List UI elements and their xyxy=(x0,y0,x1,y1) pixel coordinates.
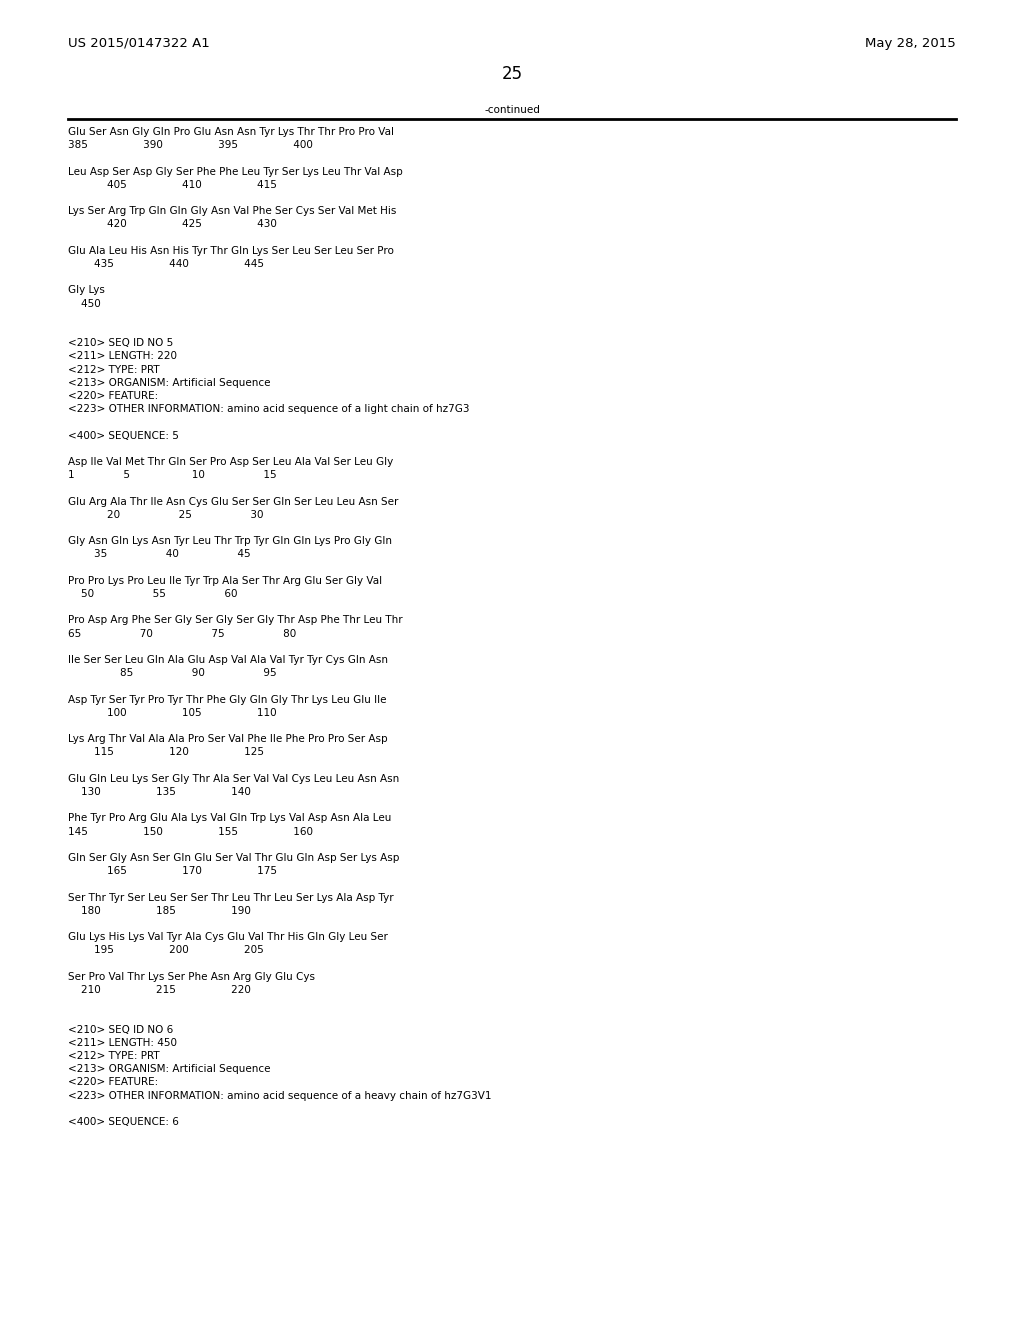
Text: <213> ORGANISM: Artificial Sequence: <213> ORGANISM: Artificial Sequence xyxy=(68,378,270,388)
Text: Ser Pro Val Thr Lys Ser Phe Asn Arg Gly Glu Cys: Ser Pro Val Thr Lys Ser Phe Asn Arg Gly … xyxy=(68,972,315,982)
Text: Lys Arg Thr Val Ala Ala Pro Ser Val Phe Ile Phe Pro Pro Ser Asp: Lys Arg Thr Val Ala Ala Pro Ser Val Phe … xyxy=(68,734,388,744)
Text: 165                 170                 175: 165 170 175 xyxy=(68,866,278,876)
Text: <220> FEATURE:: <220> FEATURE: xyxy=(68,1077,159,1088)
Text: 450: 450 xyxy=(68,298,100,309)
Text: 145                 150                 155                 160: 145 150 155 160 xyxy=(68,826,313,837)
Text: May 28, 2015: May 28, 2015 xyxy=(865,37,956,50)
Text: 100                 105                 110: 100 105 110 xyxy=(68,708,276,718)
Text: 35                  40                  45: 35 40 45 xyxy=(68,549,251,560)
Text: <223> OTHER INFORMATION: amino acid sequence of a heavy chain of hz7G3V1: <223> OTHER INFORMATION: amino acid sequ… xyxy=(68,1090,492,1101)
Text: 420                 425                 430: 420 425 430 xyxy=(68,219,276,230)
Text: Pro Asp Arg Phe Ser Gly Ser Gly Ser Gly Thr Asp Phe Thr Leu Thr: Pro Asp Arg Phe Ser Gly Ser Gly Ser Gly … xyxy=(68,615,402,626)
Text: 385                 390                 395                 400: 385 390 395 400 xyxy=(68,140,313,150)
Text: <220> FEATURE:: <220> FEATURE: xyxy=(68,391,159,401)
Text: <400> SEQUENCE: 6: <400> SEQUENCE: 6 xyxy=(68,1117,179,1127)
Text: Phe Tyr Pro Arg Glu Ala Lys Val Gln Trp Lys Val Asp Asn Ala Leu: Phe Tyr Pro Arg Glu Ala Lys Val Gln Trp … xyxy=(68,813,391,824)
Text: 50                  55                  60: 50 55 60 xyxy=(68,589,238,599)
Text: 25: 25 xyxy=(502,65,522,83)
Text: 1               5                   10                  15: 1 5 10 15 xyxy=(68,470,276,480)
Text: Leu Asp Ser Asp Gly Ser Phe Phe Leu Tyr Ser Lys Leu Thr Val Asp: Leu Asp Ser Asp Gly Ser Phe Phe Leu Tyr … xyxy=(68,166,402,177)
Text: Asp Ile Val Met Thr Gln Ser Pro Asp Ser Leu Ala Val Ser Leu Gly: Asp Ile Val Met Thr Gln Ser Pro Asp Ser … xyxy=(68,457,393,467)
Text: Glu Lys His Lys Val Tyr Ala Cys Glu Val Thr His Gln Gly Leu Ser: Glu Lys His Lys Val Tyr Ala Cys Glu Val … xyxy=(68,932,388,942)
Text: 130                 135                 140: 130 135 140 xyxy=(68,787,251,797)
Text: Glu Gln Leu Lys Ser Gly Thr Ala Ser Val Val Cys Leu Leu Asn Asn: Glu Gln Leu Lys Ser Gly Thr Ala Ser Val … xyxy=(68,774,399,784)
Text: <213> ORGANISM: Artificial Sequence: <213> ORGANISM: Artificial Sequence xyxy=(68,1064,270,1074)
Text: 405                 410                 415: 405 410 415 xyxy=(68,180,276,190)
Text: Gly Lys: Gly Lys xyxy=(68,285,104,296)
Text: 180                 185                 190: 180 185 190 xyxy=(68,906,251,916)
Text: -continued: -continued xyxy=(484,106,540,115)
Text: Lys Ser Arg Trp Gln Gln Gly Asn Val Phe Ser Cys Ser Val Met His: Lys Ser Arg Trp Gln Gln Gly Asn Val Phe … xyxy=(68,206,396,216)
Text: 210                 215                 220: 210 215 220 xyxy=(68,985,251,995)
Text: 85                  90                  95: 85 90 95 xyxy=(68,668,276,678)
Text: <211> LENGTH: 450: <211> LENGTH: 450 xyxy=(68,1038,177,1048)
Text: Ile Ser Ser Leu Gln Ala Glu Asp Val Ala Val Tyr Tyr Cys Gln Asn: Ile Ser Ser Leu Gln Ala Glu Asp Val Ala … xyxy=(68,655,388,665)
Text: <212> TYPE: PRT: <212> TYPE: PRT xyxy=(68,1051,160,1061)
Text: Pro Pro Lys Pro Leu Ile Tyr Trp Ala Ser Thr Arg Glu Ser Gly Val: Pro Pro Lys Pro Leu Ile Tyr Trp Ala Ser … xyxy=(68,576,382,586)
Text: Glu Ser Asn Gly Gln Pro Glu Asn Asn Tyr Lys Thr Thr Pro Pro Val: Glu Ser Asn Gly Gln Pro Glu Asn Asn Tyr … xyxy=(68,127,394,137)
Text: 115                 120                 125: 115 120 125 xyxy=(68,747,264,758)
Text: US 2015/0147322 A1: US 2015/0147322 A1 xyxy=(68,37,210,50)
Text: <210> SEQ ID NO 5: <210> SEQ ID NO 5 xyxy=(68,338,173,348)
Text: <211> LENGTH: 220: <211> LENGTH: 220 xyxy=(68,351,177,362)
Text: Gly Asn Gln Lys Asn Tyr Leu Thr Trp Tyr Gln Gln Lys Pro Gly Gln: Gly Asn Gln Lys Asn Tyr Leu Thr Trp Tyr … xyxy=(68,536,392,546)
Text: 195                 200                 205: 195 200 205 xyxy=(68,945,264,956)
Text: Gln Ser Gly Asn Ser Gln Glu Ser Val Thr Glu Gln Asp Ser Lys Asp: Gln Ser Gly Asn Ser Gln Glu Ser Val Thr … xyxy=(68,853,399,863)
Text: Asp Tyr Ser Tyr Pro Tyr Thr Phe Gly Gln Gly Thr Lys Leu Glu Ile: Asp Tyr Ser Tyr Pro Tyr Thr Phe Gly Gln … xyxy=(68,694,386,705)
Text: Ser Thr Tyr Ser Leu Ser Ser Thr Leu Thr Leu Ser Lys Ala Asp Tyr: Ser Thr Tyr Ser Leu Ser Ser Thr Leu Thr … xyxy=(68,892,393,903)
Text: <212> TYPE: PRT: <212> TYPE: PRT xyxy=(68,364,160,375)
Text: Glu Arg Ala Thr Ile Asn Cys Glu Ser Ser Gln Ser Leu Leu Asn Ser: Glu Arg Ala Thr Ile Asn Cys Glu Ser Ser … xyxy=(68,496,398,507)
Text: <400> SEQUENCE: 5: <400> SEQUENCE: 5 xyxy=(68,430,179,441)
Text: 435                 440                 445: 435 440 445 xyxy=(68,259,264,269)
Text: 65                  70                  75                  80: 65 70 75 80 xyxy=(68,628,296,639)
Text: <223> OTHER INFORMATION: amino acid sequence of a light chain of hz7G3: <223> OTHER INFORMATION: amino acid sequ… xyxy=(68,404,469,414)
Text: Glu Ala Leu His Asn His Tyr Thr Gln Lys Ser Leu Ser Leu Ser Pro: Glu Ala Leu His Asn His Tyr Thr Gln Lys … xyxy=(68,246,394,256)
Text: 20                  25                  30: 20 25 30 xyxy=(68,510,263,520)
Text: <210> SEQ ID NO 6: <210> SEQ ID NO 6 xyxy=(68,1024,173,1035)
